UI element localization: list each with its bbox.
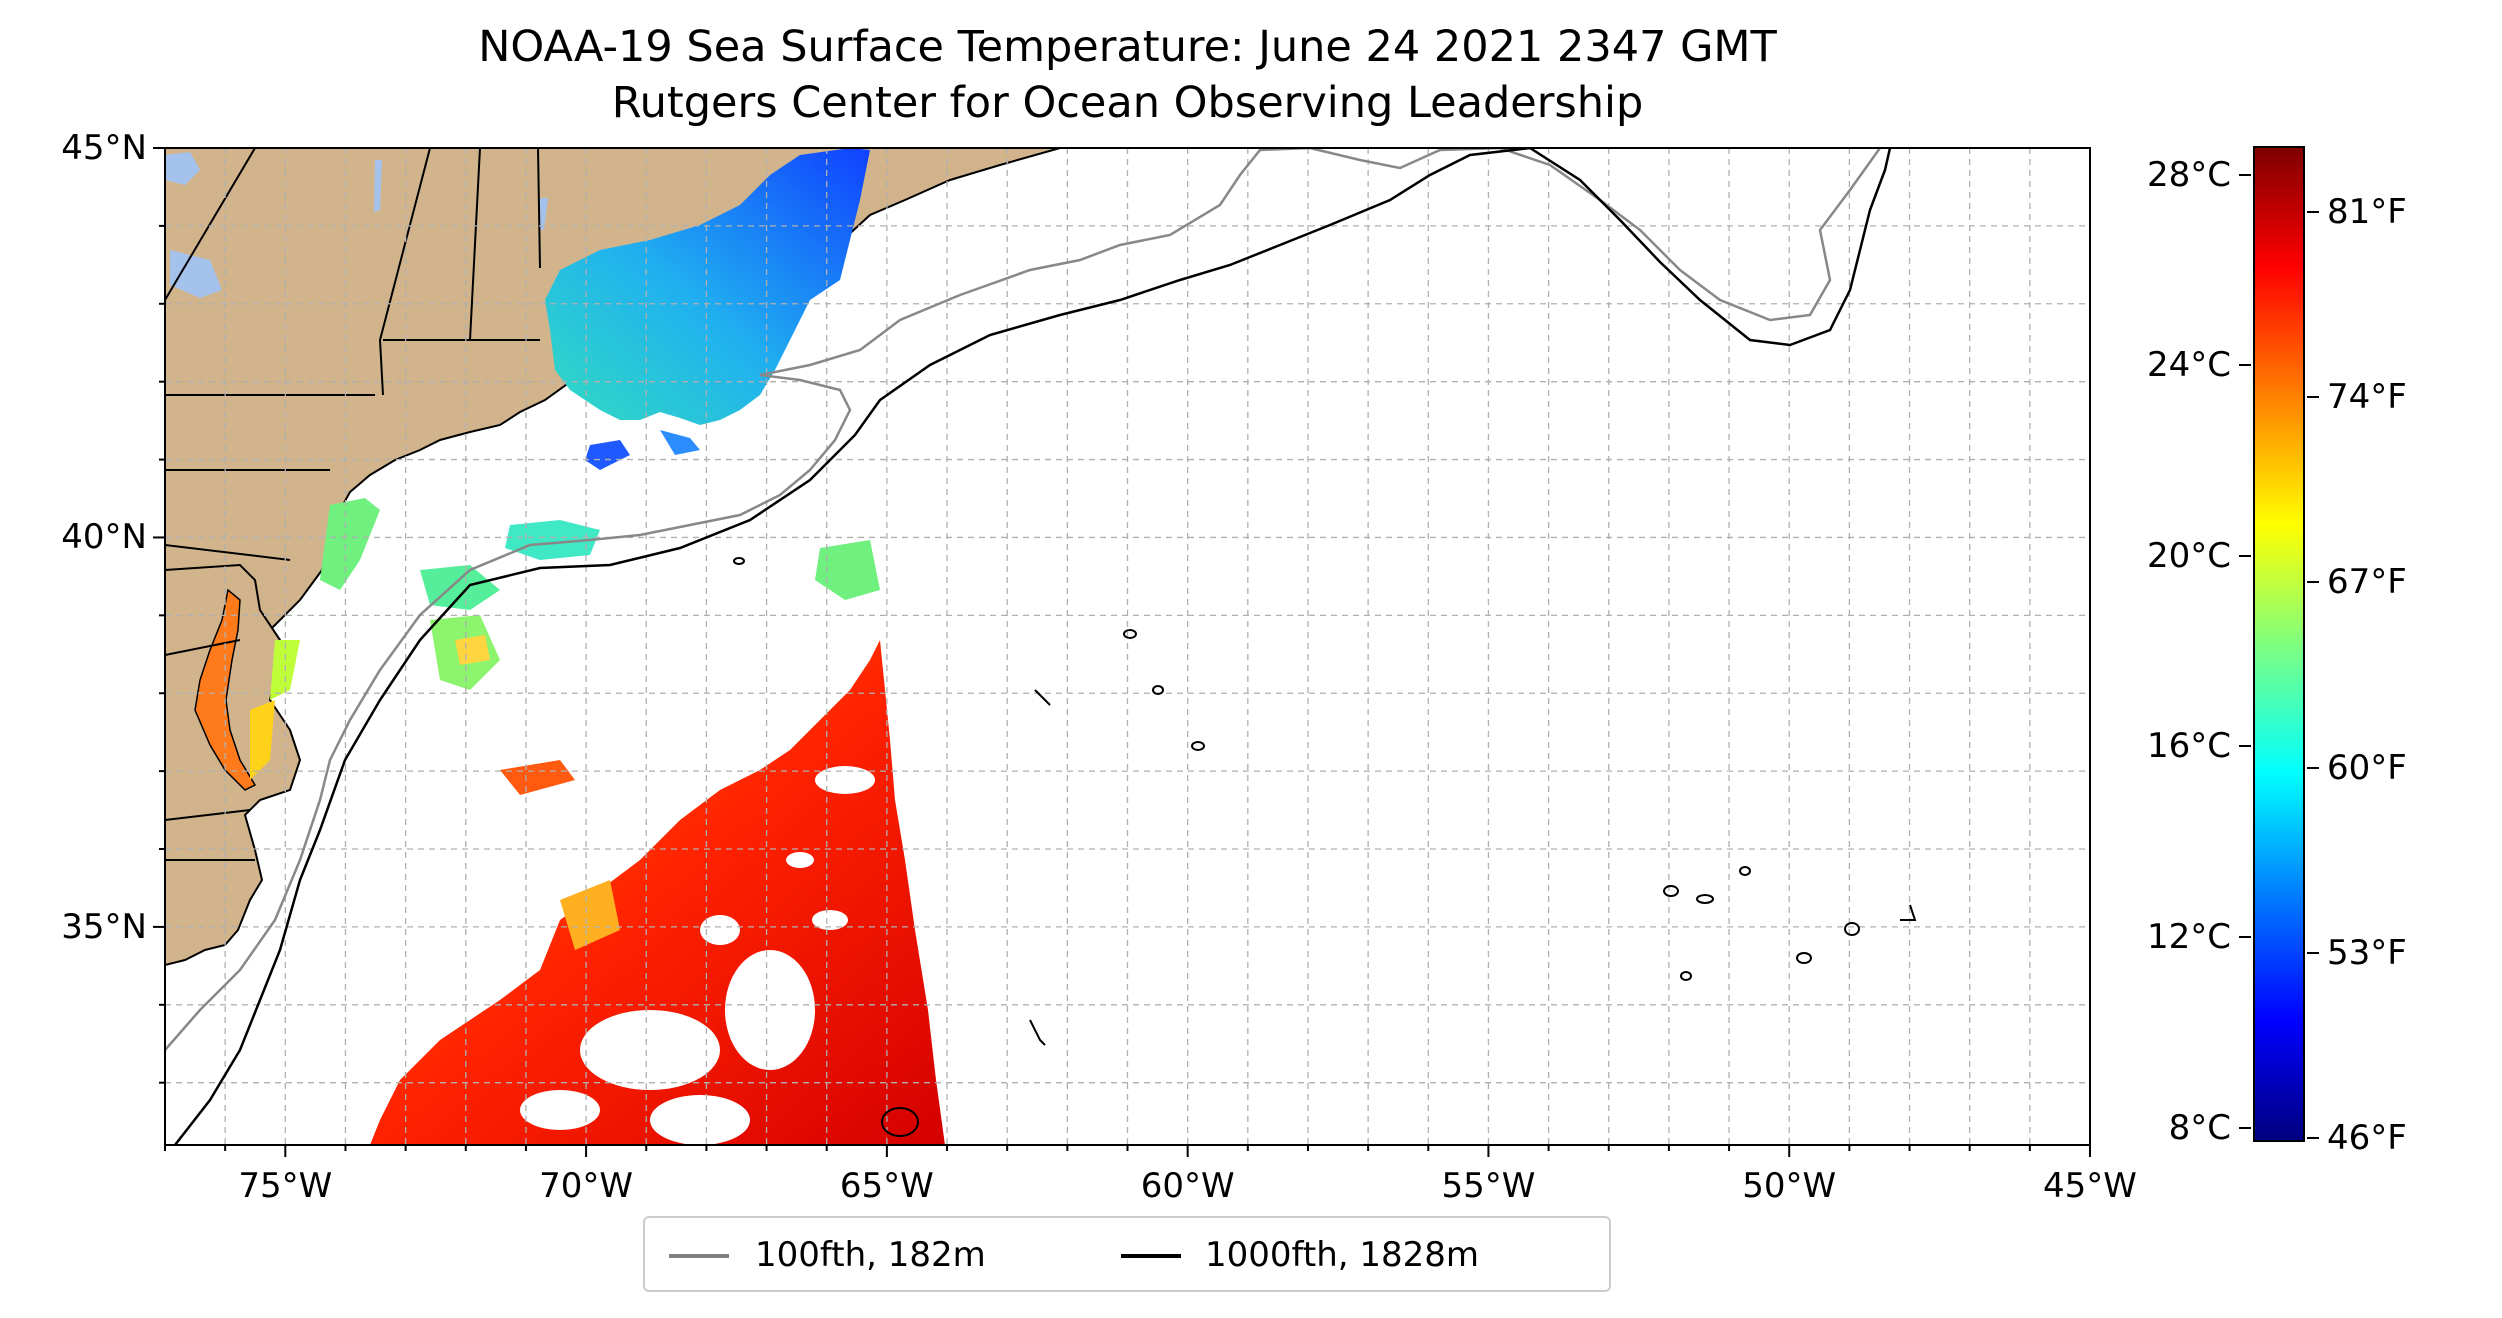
sst-patch xyxy=(500,760,575,795)
colorbar xyxy=(2253,146,2305,1142)
sst-patch xyxy=(660,430,700,455)
x-tick-label: 75°W xyxy=(238,1166,333,1206)
sst-patch xyxy=(815,540,880,600)
colorbar-fahrenheit-tick xyxy=(2307,951,2319,954)
x-tick-label: 70°W xyxy=(539,1166,634,1206)
colorbar-fahrenheit-label: 46°F xyxy=(2327,1118,2407,1159)
x-tick-label: 50°W xyxy=(1742,1166,1837,1206)
seamounts xyxy=(733,557,1917,1137)
legend-swatch-100fth xyxy=(669,1254,729,1258)
lake xyxy=(538,198,548,230)
sst-patch xyxy=(455,635,490,665)
tick-marks xyxy=(153,147,2091,1157)
colorbar-celsius-label: 28°C xyxy=(2146,154,2231,195)
legend: 100fth, 182m 1000fth, 1828m xyxy=(643,1216,1611,1292)
sst-gulf-of-maine xyxy=(545,148,870,425)
y-tick-label: 40°N xyxy=(61,517,147,558)
colorbar-celsius-label: 16°C xyxy=(2146,726,2231,767)
colorbar-fahrenheit-label: 74°F xyxy=(2327,376,2407,417)
sst-patch xyxy=(585,440,630,470)
sst-patch xyxy=(420,565,500,610)
colorbar-celsius-tick xyxy=(2239,364,2251,367)
legend-label-1000fth: 1000fth, 1828m xyxy=(1205,1235,1480,1275)
colorbar-celsius-label: 24°C xyxy=(2146,345,2231,386)
colorbar-fahrenheit-tick xyxy=(2307,210,2319,213)
isobath-1000fth xyxy=(174,148,1892,1145)
cloud-mask xyxy=(520,766,875,1145)
lake xyxy=(170,250,222,298)
colorbar-fahrenheit-tick xyxy=(2307,1137,2319,1140)
colorbar-celsius-tick xyxy=(2239,554,2251,557)
chart-title: NOAA-19 Sea Surface Temperature: June 24… xyxy=(478,22,1777,72)
x-tick-label: 60°W xyxy=(1140,1166,1235,1206)
colorbar-celsius-tick xyxy=(2239,173,2251,176)
colorbar-fahrenheit-label: 60°F xyxy=(2327,747,2407,788)
colorbar-celsius-tick xyxy=(2239,745,2251,748)
colorbar-celsius-tick xyxy=(2239,1126,2251,1129)
colorbar-fahrenheit-label: 81°F xyxy=(2327,191,2407,232)
legend-label-100fth: 100fth, 182m xyxy=(755,1235,986,1275)
colorbar-fahrenheit-tick xyxy=(2307,766,2319,769)
x-tick-label: 65°W xyxy=(839,1166,934,1206)
colorbar-fahrenheit-label: 53°F xyxy=(2327,932,2407,973)
sst-coastal xyxy=(250,700,275,780)
colorbar-fahrenheit-label: 67°F xyxy=(2327,562,2407,603)
sst-patch xyxy=(505,520,600,560)
x-tick-label: 55°W xyxy=(1441,1166,1536,1206)
colorbar-celsius-tick xyxy=(2239,936,2251,939)
grid-lines xyxy=(165,148,2090,1145)
lake xyxy=(165,152,200,185)
chart-subtitle: Rutgers Center for Ocean Observing Leade… xyxy=(611,78,1644,128)
x-tick-label: 45°W xyxy=(2043,1166,2137,1206)
y-tick-label: 45°N xyxy=(61,128,147,168)
y-tick-label: 35°N xyxy=(61,906,147,947)
colorbar-celsius-label: 8°C xyxy=(2168,1107,2231,1148)
sst-coastal xyxy=(320,498,380,590)
colorbar-celsius-label: 12°C xyxy=(2146,917,2231,958)
colorbar-fahrenheit-tick xyxy=(2307,581,2319,584)
lake xyxy=(374,160,382,212)
legend-swatch-1000fth xyxy=(1121,1254,1181,1258)
state-borders xyxy=(165,148,541,861)
isobath-100fth xyxy=(165,148,1882,1051)
colorbar-fahrenheit-tick xyxy=(2307,395,2319,398)
colorbar-celsius-label: 20°C xyxy=(2146,535,2231,576)
sst-patch xyxy=(560,880,620,950)
